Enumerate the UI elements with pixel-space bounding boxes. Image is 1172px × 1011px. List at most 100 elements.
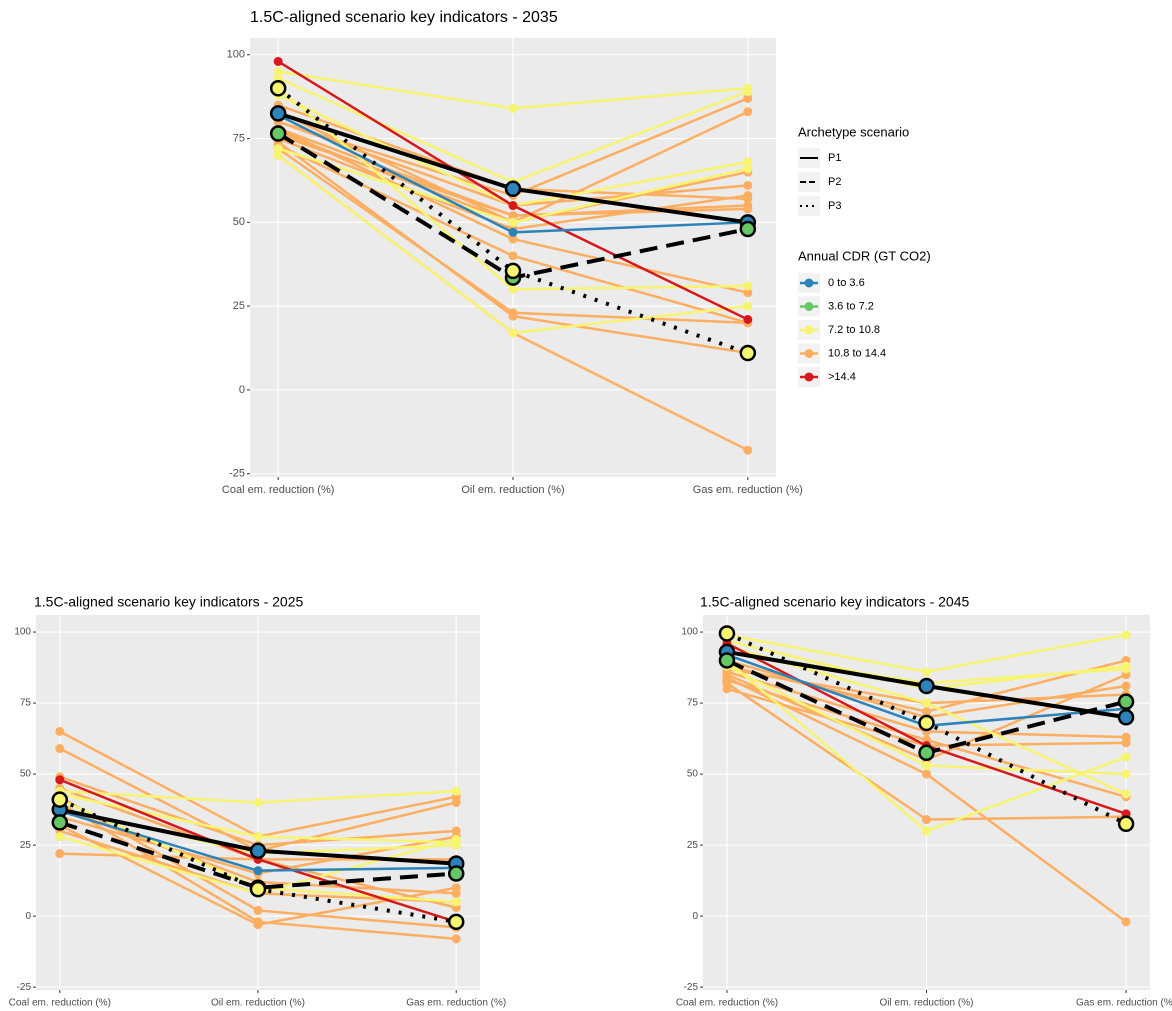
point	[55, 832, 65, 842]
point	[739, 220, 757, 238]
y-tick-label: -25	[684, 982, 699, 993]
point	[269, 80, 287, 97]
chart-title: 1.5C-aligned scenario key indicators - 2…	[250, 9, 558, 26]
x-tick-label: Gas em. reduction (%)	[406, 998, 506, 1009]
point	[743, 314, 753, 324]
point	[1117, 815, 1135, 833]
point	[249, 842, 267, 860]
chart-title: 1.5C-aligned scenario key indicators - 2…	[700, 594, 969, 610]
point	[55, 849, 65, 859]
legend-label: P2	[828, 176, 841, 188]
point	[743, 93, 753, 103]
point	[508, 227, 518, 237]
point	[743, 445, 753, 455]
point	[451, 786, 461, 796]
point	[269, 105, 287, 122]
point	[1121, 664, 1131, 674]
x-tick-label: Oil em. reduction (%)	[211, 998, 305, 1009]
point	[504, 262, 522, 280]
point	[508, 311, 518, 321]
legend-label: 0 to 3.6	[828, 277, 865, 289]
point	[718, 652, 736, 669]
x-tick-label: Coal em. reduction (%)	[676, 998, 778, 1009]
point	[743, 180, 753, 190]
point	[269, 125, 287, 142]
point	[743, 87, 753, 97]
x-tick-label: Oil em. reduction (%)	[880, 998, 974, 1009]
point	[922, 707, 931, 717]
y-tick-label: -25	[229, 468, 245, 480]
point	[922, 769, 931, 779]
point	[508, 251, 518, 261]
point	[273, 67, 283, 77]
chart-title: 1.5C-aligned scenario key indicators - 2…	[34, 594, 303, 610]
point	[743, 288, 753, 298]
point	[1121, 752, 1131, 762]
y-tick-label: 0	[25, 911, 31, 922]
series-line	[59, 820, 457, 890]
point	[508, 201, 518, 211]
legend-label: P1	[828, 152, 841, 164]
y-tick-label: 75	[20, 698, 32, 709]
x-tick-label: Gas em. reduction (%)	[1076, 998, 1172, 1009]
point	[508, 217, 518, 227]
point	[922, 826, 931, 836]
point	[922, 667, 931, 677]
point	[273, 56, 283, 66]
point	[743, 301, 753, 311]
point	[1117, 709, 1135, 726]
point	[508, 103, 518, 113]
y-tick-label: 0	[692, 911, 698, 922]
y-tick-label: -25	[17, 982, 32, 993]
y-tick-label: 100	[681, 627, 698, 638]
legend-dot	[804, 325, 814, 335]
y-tick-label: 50	[687, 769, 699, 780]
point	[51, 814, 69, 831]
x-tick-label: Coal em. reduction (%)	[9, 998, 111, 1009]
point	[451, 883, 461, 893]
x-tick-label: Oil em. reduction (%)	[461, 484, 564, 496]
point	[1121, 732, 1131, 742]
x-tick-label: Coal em. reduction (%)	[222, 484, 335, 496]
y-tick-label: 25	[20, 840, 32, 851]
point	[1121, 917, 1131, 927]
point	[451, 897, 461, 907]
y-tick-label: 50	[233, 216, 245, 228]
point	[253, 866, 263, 876]
point	[508, 234, 518, 244]
point	[922, 698, 931, 708]
point	[508, 284, 518, 294]
point	[273, 144, 283, 154]
point	[55, 775, 65, 785]
y-tick-label: 100	[227, 49, 245, 61]
point	[253, 798, 263, 807]
point	[743, 107, 753, 117]
legend-title: Archetype scenario	[798, 124, 909, 139]
legend-label: 10.8 to 14.4	[828, 347, 886, 359]
y-tick-label: 75	[233, 132, 245, 144]
y-tick-label: 0	[239, 384, 245, 396]
legend-dot	[804, 278, 814, 288]
point	[918, 714, 935, 732]
point	[447, 865, 465, 882]
point	[922, 761, 931, 771]
point	[253, 920, 263, 930]
legend-label: >14.4	[828, 371, 856, 383]
point	[722, 684, 732, 694]
point	[722, 675, 732, 685]
point	[739, 344, 757, 362]
point	[1121, 789, 1131, 799]
legend-key	[798, 196, 820, 216]
point	[55, 726, 65, 736]
legend-dot	[804, 372, 814, 382]
y-tick-label: 50	[20, 769, 32, 780]
point	[1121, 681, 1131, 691]
point	[743, 281, 753, 291]
point	[249, 880, 267, 898]
legend-label: 3.6 to 7.2	[828, 300, 874, 312]
legend-label: 7.2 to 10.8	[828, 324, 880, 336]
y-tick-label: 75	[687, 698, 699, 709]
point	[508, 328, 518, 338]
legend-title: Annual CDR (GT CO2)	[798, 248, 931, 263]
